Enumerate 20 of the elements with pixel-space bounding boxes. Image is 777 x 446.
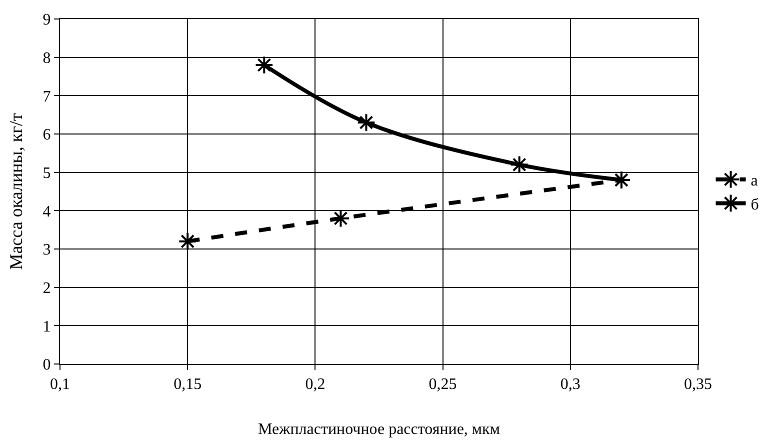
y-tick-label: 6 [42,126,51,144]
x-tick-label: 0,2 [305,376,326,394]
x-tick-label: 0,35 [684,376,712,394]
legend-label: б [750,196,759,214]
y-tick-label: 5 [42,164,51,182]
x-tick-label: 0,15 [174,376,202,394]
y-tick-label: 2 [42,280,51,297]
x-tick-label: 0,3 [560,376,580,394]
y-tick-label: 4 [42,203,51,220]
y-axis-title: Масса окалины, кг/т [6,113,26,270]
legend-label: а [750,172,758,190]
y-tick-label: 7 [42,88,51,106]
x-tick-label: 0,1 [50,376,70,394]
y-tick-label: 0 [42,356,51,374]
y-tick-label: 8 [42,50,51,67]
y-tick-label: 9 [42,12,51,29]
x-tick-label: 0,25 [428,376,457,394]
x-axis-title: Межпластиночное расстояние, мкм [258,420,500,438]
y-tick-label: 1 [42,318,51,336]
y-tick-label: 3 [42,242,51,259]
